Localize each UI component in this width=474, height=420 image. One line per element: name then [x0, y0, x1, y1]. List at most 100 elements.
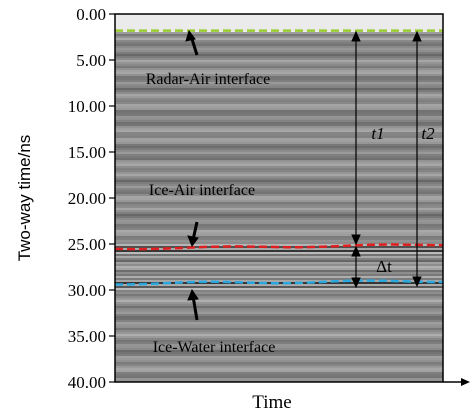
radargram-band — [115, 130, 443, 132]
radargram-band — [115, 100, 443, 102]
radargram-band — [115, 38, 443, 40]
radargram-band — [115, 330, 443, 332]
radargram-band — [115, 298, 443, 300]
radargram-band — [115, 336, 443, 338]
delta-t-label: Δt — [376, 257, 392, 276]
radargram-band — [115, 184, 443, 186]
radargram-band — [115, 158, 443, 160]
radargram-band — [115, 362, 443, 364]
radargram-band — [115, 186, 443, 188]
radargram-band — [115, 268, 443, 270]
radargram-band — [115, 128, 443, 130]
radar-air-label: Radar-Air interface — [146, 71, 271, 88]
radargram-band — [115, 246, 443, 248]
radargram-band — [115, 358, 443, 360]
radargram-band — [115, 286, 443, 288]
radargram-band — [115, 24, 443, 26]
x-axis-label: Time — [252, 392, 291, 413]
delta-t-arrow-bottom — [351, 277, 361, 289]
radargram-band — [115, 274, 443, 276]
radargram-band — [115, 212, 443, 214]
radargram-band — [115, 116, 443, 118]
radargram-band — [115, 366, 443, 368]
radargram-band — [115, 230, 443, 232]
radargram-band — [115, 262, 443, 264]
radargram-band — [115, 32, 443, 34]
radargram-band — [115, 126, 443, 128]
radargram-band — [115, 364, 443, 366]
y-tick-label: 0.00 — [76, 5, 106, 24]
radargram-band — [115, 112, 443, 114]
radargram-band — [115, 80, 443, 82]
y-axis-label: Two-way time/ns — [15, 135, 34, 262]
radargram-band — [115, 142, 443, 144]
radargram-band — [115, 188, 443, 190]
radargram-band — [115, 16, 443, 18]
radargram-band — [115, 94, 443, 96]
radargram-band — [115, 84, 443, 86]
radargram-band — [115, 260, 443, 262]
y-axis-ticks: 0.00 5.00 10.00 15.00 20.00 25.00 30.00 35.00 40… — [68, 5, 115, 392]
radargram-band — [115, 106, 443, 108]
radargram-band — [115, 36, 443, 38]
radargram-band — [115, 154, 443, 156]
radargram-band — [115, 52, 443, 54]
radargram-band — [115, 242, 443, 244]
radargram-band — [115, 312, 443, 314]
radargram-band — [115, 338, 443, 340]
radargram-band — [115, 326, 443, 328]
radargram-band — [115, 138, 443, 140]
t1-label: t1 — [371, 124, 384, 143]
t1-arrow-top — [351, 30, 361, 42]
radargram-band — [115, 156, 443, 158]
radargram-band — [115, 216, 443, 218]
radargram-band — [115, 56, 443, 58]
y-tick-label: 35.00 — [68, 327, 106, 346]
radargram-band — [115, 234, 443, 236]
y-tick-label: 5.00 — [76, 51, 106, 70]
radargram-band — [115, 34, 443, 36]
radargram-band — [115, 202, 443, 204]
radargram-band — [115, 314, 443, 316]
radargram-band — [115, 148, 443, 150]
radargram-band — [115, 318, 443, 320]
ice-air-arrowhead — [187, 235, 199, 248]
radargram-band — [115, 132, 443, 134]
radargram-band — [115, 46, 443, 48]
radargram-band — [115, 250, 443, 252]
radargram-band — [115, 342, 443, 344]
radargram-band — [115, 160, 443, 162]
radargram-band — [115, 134, 443, 136]
radargram-band — [115, 300, 443, 302]
radargram-band — [115, 88, 443, 90]
radargram-band — [115, 124, 443, 126]
radargram-band — [115, 40, 443, 42]
radargram-band — [115, 238, 443, 240]
radargram-band — [115, 72, 443, 74]
t2-arrow-bottom — [412, 276, 422, 288]
radargram-band — [115, 376, 443, 378]
radargram-band — [115, 110, 443, 112]
ice-water-pointer-arrow — [191, 295, 199, 321]
radargram-band — [115, 248, 443, 250]
radargram-band — [115, 350, 443, 352]
radargram-band — [115, 282, 443, 284]
radargram-band — [115, 190, 443, 192]
radargram-band — [115, 164, 443, 166]
radargram-band — [115, 332, 443, 334]
radargram-band — [115, 150, 443, 152]
radargram-band — [115, 374, 443, 376]
radargram-band — [115, 200, 443, 202]
radargram-band — [115, 118, 443, 120]
radargram-band — [115, 288, 443, 290]
t2-label: t2 — [421, 124, 435, 143]
interface-lines — [115, 29, 443, 286]
radargram-band — [115, 162, 443, 164]
y-tick-label: 15.00 — [68, 143, 106, 162]
radargram-band — [115, 368, 443, 370]
radargram-band — [115, 20, 443, 22]
radargram-band — [115, 284, 443, 286]
radargram-band — [115, 218, 443, 220]
radargram-band — [115, 174, 443, 176]
